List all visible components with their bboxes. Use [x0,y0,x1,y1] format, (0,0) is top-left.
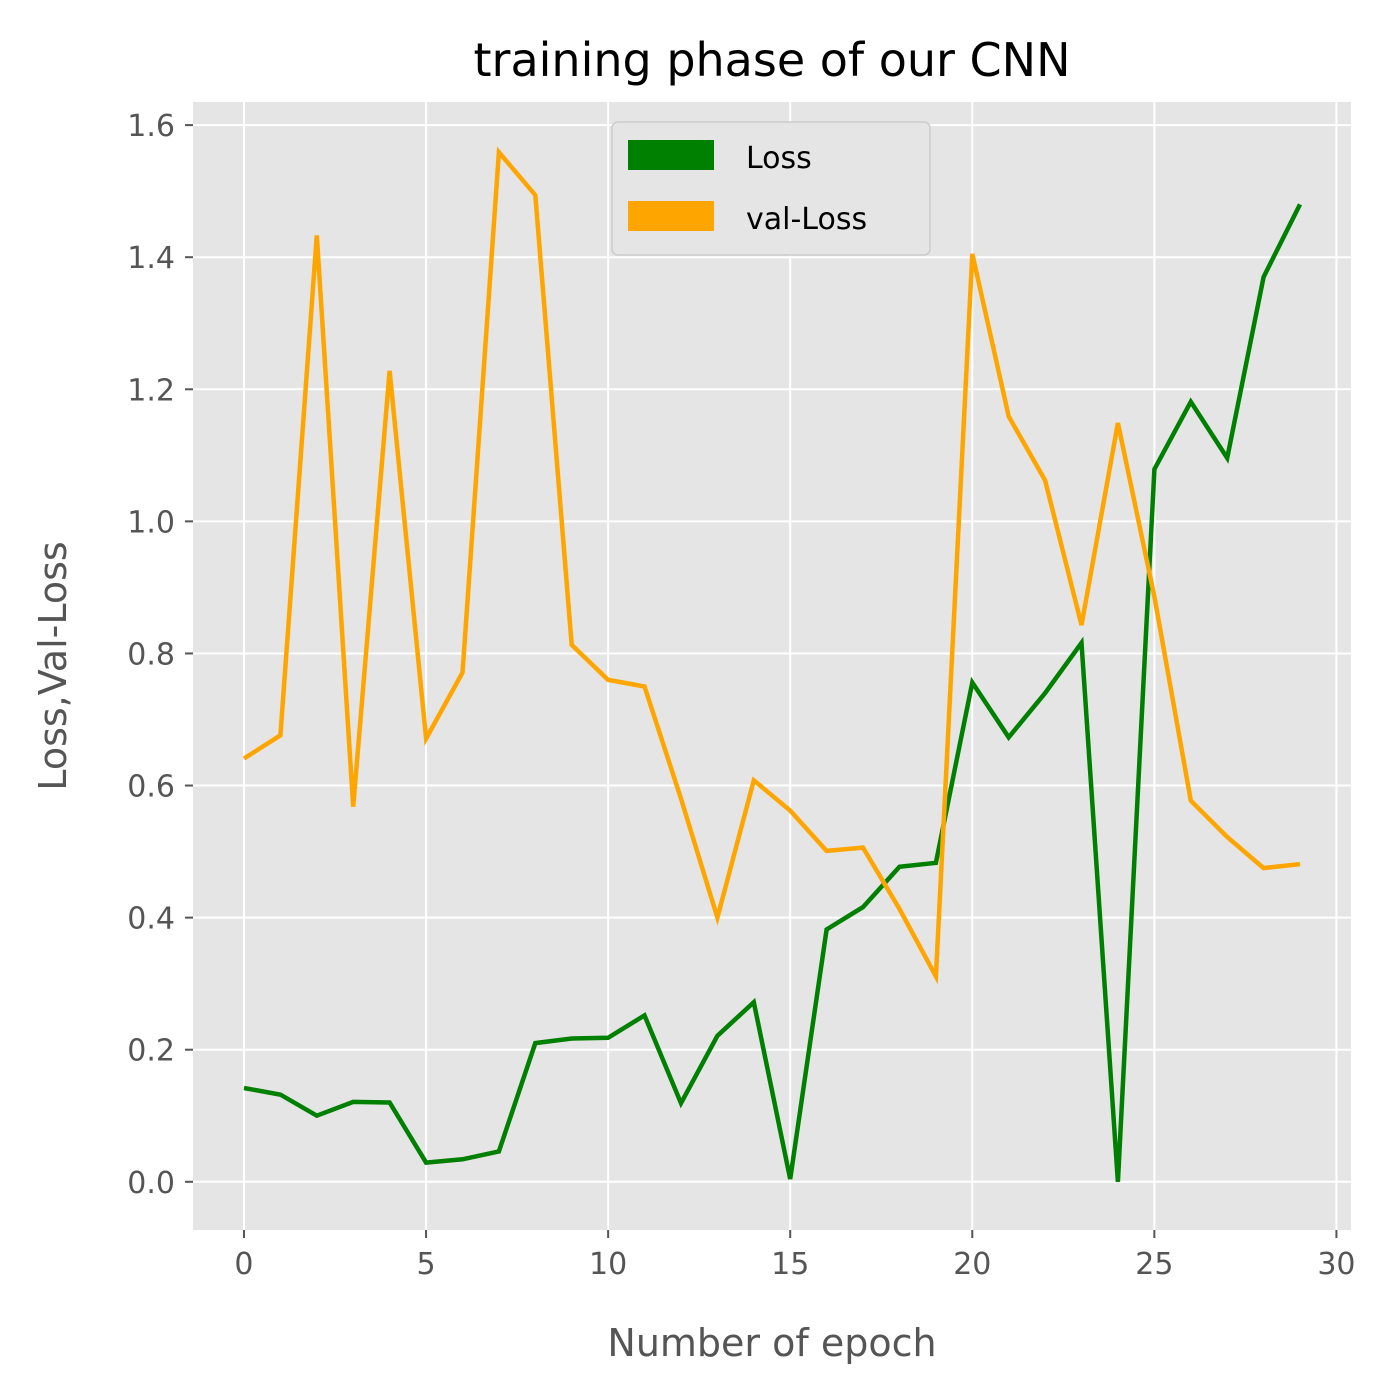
y-tick-label: 0.0 [127,1166,175,1201]
x-tick-label: 5 [417,1247,436,1282]
x-tick-label: 30 [1317,1247,1355,1282]
y-tick-label: 0.2 [127,1034,175,1069]
x-axis-label: Number of epoch [607,1321,936,1365]
y-tick-label: 1.6 [127,109,175,144]
legend-swatch-loss [628,140,714,170]
series-line-loss [243,203,1303,1182]
x-tick-label: 0 [234,1247,253,1282]
tick-labels: 0 5 10 15 20 25 30 0.0 0.2 0.4 0.6 0.8 1.0 1.2 1.4 1.6 [127,109,1355,1282]
y-tick-label: 0.8 [127,637,175,672]
y-axis-label: Loss,Val-Loss [31,541,75,790]
grid [193,102,1351,1230]
x-tick-label: 10 [589,1247,627,1282]
series-layer [242,146,1303,1182]
x-tick-label: 15 [771,1247,809,1282]
legend-swatch-val-loss [628,201,714,231]
legend-label-val-loss: val-Loss [746,202,867,237]
x-tick-label: 20 [953,1247,991,1282]
y-tick-label: 1.2 [127,373,175,408]
y-tick-label: 0.4 [127,902,175,937]
series-line-val-loss [242,146,1301,985]
chart-title: training phase of our CNN [474,33,1071,87]
y-tick-label: 1.0 [127,505,175,540]
legend-label-loss: Loss [746,141,812,176]
y-tick-label: 1.4 [127,241,175,276]
legend: Loss val-Loss [611,121,931,256]
y-tick-label: 0.6 [127,770,175,805]
plot-area [193,102,1351,1230]
x-tick-label: 25 [1135,1247,1173,1282]
ticks [185,124,1338,1238]
